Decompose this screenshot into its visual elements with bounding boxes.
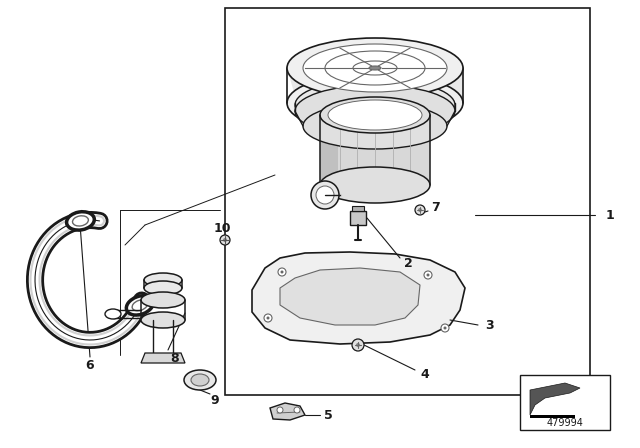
Text: 1: 1 [605,208,614,221]
Ellipse shape [295,85,455,137]
Ellipse shape [325,51,425,85]
Text: 3: 3 [486,319,494,332]
Ellipse shape [328,100,422,130]
Polygon shape [320,115,338,185]
Circle shape [220,235,230,245]
Circle shape [278,268,286,276]
Ellipse shape [132,300,148,311]
Text: 9: 9 [211,393,220,406]
Polygon shape [141,353,185,363]
Circle shape [316,186,334,204]
Bar [225,8,590,395]
Text: 479994: 479994 [547,418,584,428]
Circle shape [277,407,283,413]
Ellipse shape [369,66,381,70]
Ellipse shape [67,212,94,230]
Circle shape [280,271,284,273]
Polygon shape [530,415,575,418]
Polygon shape [352,206,364,211]
Circle shape [424,271,432,279]
Text: 5: 5 [324,409,332,422]
Circle shape [223,238,227,242]
Ellipse shape [184,370,216,390]
Circle shape [415,205,425,215]
Polygon shape [350,211,366,225]
Ellipse shape [72,216,88,226]
Polygon shape [252,252,465,344]
Ellipse shape [303,44,447,92]
Polygon shape [287,68,463,123]
Text: 8: 8 [171,352,179,365]
Ellipse shape [320,97,430,133]
Circle shape [264,314,272,322]
Circle shape [444,327,447,329]
Ellipse shape [287,38,463,98]
Polygon shape [280,268,420,325]
Ellipse shape [353,61,397,75]
Polygon shape [320,115,430,185]
Ellipse shape [144,273,182,287]
Ellipse shape [295,79,455,131]
Circle shape [266,316,269,319]
Ellipse shape [126,296,154,315]
Text: 4: 4 [420,367,429,380]
Text: 10: 10 [213,221,231,234]
Circle shape [294,407,300,413]
Ellipse shape [191,374,209,386]
Polygon shape [270,403,305,420]
Ellipse shape [287,73,463,133]
Bar [520,375,610,430]
Circle shape [441,324,449,332]
Circle shape [418,208,422,212]
Text: 2: 2 [404,257,412,270]
Circle shape [426,273,429,276]
Ellipse shape [320,167,430,203]
Polygon shape [530,383,580,415]
Ellipse shape [303,103,447,149]
Circle shape [356,343,360,347]
Ellipse shape [105,309,121,319]
Ellipse shape [141,312,185,328]
Text: 7: 7 [431,201,440,214]
Ellipse shape [144,281,182,295]
Ellipse shape [141,292,185,308]
Circle shape [352,339,364,351]
Text: 6: 6 [86,358,94,371]
Circle shape [311,181,339,209]
